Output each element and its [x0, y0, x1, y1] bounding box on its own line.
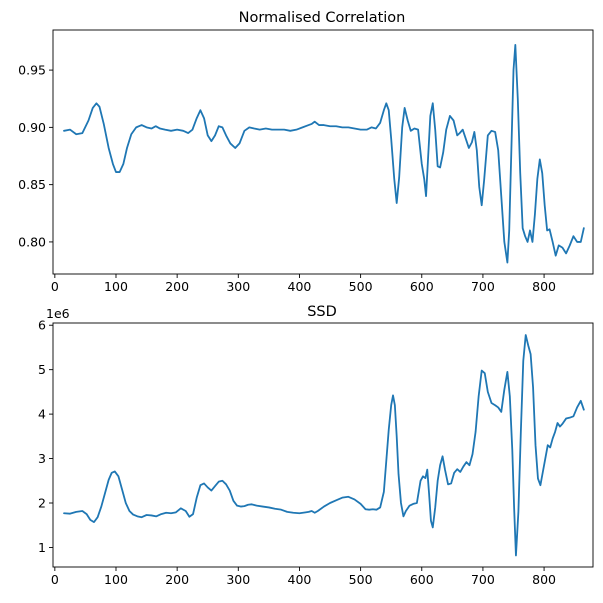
correlation-x-tick-label: 0 — [51, 279, 59, 294]
ssd-x-tick-label: 100 — [104, 572, 128, 587]
ssd-y-offset-label: 1e6 — [46, 306, 70, 321]
correlation-y-tick-label: 0.95 — [18, 63, 46, 78]
ssd-axes-frame — [52, 322, 594, 568]
correlation-x-tick-label: 600 — [410, 279, 434, 294]
ssd-x-tick-label: 700 — [471, 572, 495, 587]
ssd-series-line — [63, 334, 585, 557]
ssd-y-tick-label: 6 — [38, 318, 46, 333]
correlation-x-tick-label: 700 — [471, 279, 495, 294]
correlation-x-tick-label: 200 — [165, 279, 189, 294]
correlation-x-ticks: 0 100 200 300 400 500 600 700 800 — [51, 274, 556, 294]
correlation-plot-area — [63, 43, 585, 264]
correlation-y-tick-label: 0.80 — [18, 234, 46, 249]
correlation-x-tick-label: 300 — [226, 279, 250, 294]
ssd-y-tick-label: 4 — [38, 407, 46, 422]
ssd-x-tick-label: 800 — [532, 572, 556, 587]
ssd-y-tick-label: 3 — [38, 451, 46, 466]
correlation-chart-title: Normalised Correlation — [239, 10, 406, 26]
ssd-axes: SSD 1e6 0 100 200 300 400 500 600 700 800 1 2 3 4 5 6 — [38, 304, 594, 587]
ssd-y-tick-label: 2 — [38, 496, 46, 511]
correlation-y-ticks: 0.80 0.85 0.90 0.95 — [18, 63, 53, 249]
correlation-x-tick-label: 400 — [288, 279, 312, 294]
ssd-x-tick-label: 300 — [226, 572, 250, 587]
ssd-x-tick-label: 200 — [165, 572, 189, 587]
correlation-axes-frame — [52, 29, 594, 275]
correlation-y-tick-label: 0.90 — [18, 120, 46, 135]
correlation-series-line — [63, 43, 585, 264]
ssd-y-tick-label: 5 — [38, 362, 46, 377]
ssd-x-tick-label: 400 — [288, 572, 312, 587]
correlation-axes: Normalised Correlation 0 100 200 300 400 500 6… — [18, 10, 594, 294]
correlation-x-tick-label: 100 — [104, 279, 128, 294]
ssd-x-tick-label: 600 — [410, 572, 434, 587]
correlation-x-tick-label: 800 — [532, 279, 556, 294]
ssd-chart-title: SSD — [307, 304, 337, 320]
ssd-y-ticks: 1 2 3 4 5 6 — [38, 318, 53, 555]
correlation-y-tick-label: 0.85 — [18, 177, 46, 192]
ssd-x-ticks: 0 100 200 300 400 500 600 700 800 — [51, 567, 556, 587]
ssd-x-tick-label: 0 — [51, 572, 59, 587]
ssd-y-tick-label: 1 — [38, 540, 46, 555]
correlation-x-tick-label: 500 — [349, 279, 373, 294]
ssd-plot-area — [63, 334, 585, 557]
ssd-x-tick-label: 500 — [349, 572, 373, 587]
